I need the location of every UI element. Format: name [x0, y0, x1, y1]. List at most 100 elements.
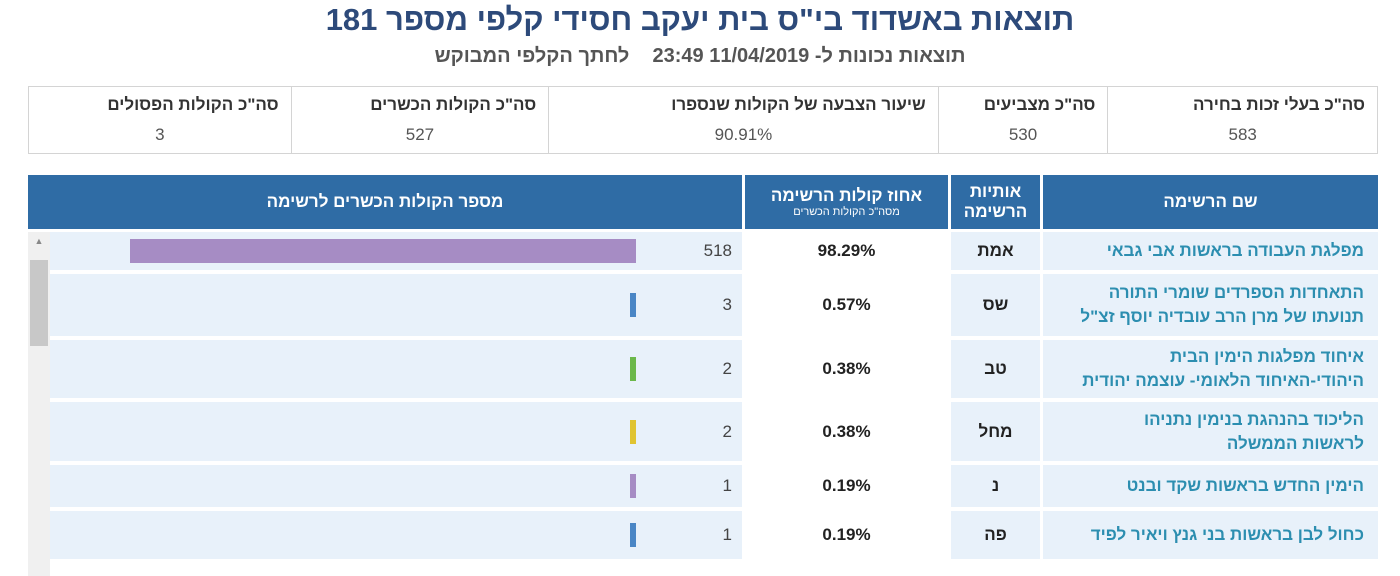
- scroll-up-icon[interactable]: ▲: [34, 236, 44, 246]
- list-name[interactable]: הליכוד בהנהגת בנימין נתניהו לראשות הממשלה: [1144, 408, 1364, 456]
- vote-count: 1: [722, 525, 732, 544]
- list-name-line: מפלגת העבודה בראשות אבי גבאי: [1106, 241, 1364, 260]
- list-name-cell[interactable]: איחוד מפלגות הימין הבית היהודי-האיחוד הלא…: [1040, 340, 1378, 398]
- column-header-list-name[interactable]: שם הרשימה: [1040, 175, 1378, 229]
- results-table: שם הרשימה אותיות הרשימה אחוז קולות הרשימ…: [28, 175, 1378, 576]
- vote-bar: [630, 474, 636, 498]
- summary-label: סה"כ הקולות הכשרים: [370, 95, 537, 114]
- list-name-line: איחוד מפלגות הימין הבית: [1169, 347, 1364, 366]
- summary-valid-votes: סה"כ הקולות הכשרים 527: [290, 87, 549, 153]
- vote-count: 2: [722, 359, 732, 378]
- table-row[interactable]: הליכוד בהנהגת בנימין נתניהו לראשות הממשלה…: [28, 402, 1378, 465]
- header-label: מספר הקולות הכשרים לרשימה: [266, 192, 504, 211]
- list-letters: שס: [948, 274, 1040, 336]
- vote-percent: 98.29%: [742, 232, 948, 270]
- table-row[interactable]: כחול לבן בראשות בני גנץ ויאיר לפיד פה 0.19…: [28, 511, 1378, 563]
- list-name-cell[interactable]: התאחדות הספרדים שומרי התורה תנועתו של מרן…: [1040, 274, 1378, 336]
- vote-bar-track: [130, 523, 636, 547]
- vote-bar: [630, 357, 636, 381]
- header-label: שם הרשימה: [1163, 192, 1258, 211]
- vote-bar-track: [130, 474, 636, 498]
- vote-count: 2: [722, 421, 732, 441]
- list-name[interactable]: כחול לבן בראשות בני גנץ ויאיר לפיד: [1091, 523, 1364, 547]
- vote-bar: [630, 419, 636, 444]
- list-name[interactable]: מפלגת העבודה בראשות אבי גבאי: [1107, 239, 1364, 263]
- vote-count-cell: 2: [28, 340, 742, 398]
- scrollbar-thumb[interactable]: [30, 260, 48, 346]
- list-name-cell[interactable]: הליכוד בהנהגת בנימין נתניהו לראשות הממשלה: [1040, 402, 1378, 461]
- vote-percent: 0.19%: [742, 465, 948, 507]
- summary-value: 527: [405, 125, 435, 144]
- list-name[interactable]: התאחדות הספרדים שומרי התורה תנועתו של מרן…: [1080, 281, 1364, 329]
- page-title: תוצאות באשדוד בי"ס בית יעקב חסידי קלפי מ…: [325, 2, 1075, 37]
- vote-percent: 0.38%: [742, 402, 948, 461]
- summary-label: סה"כ בעלי זכות בחירה: [1192, 95, 1365, 114]
- summary-invalid-votes: סה"כ הקולות הפסולים 3: [29, 87, 291, 153]
- subtitle-suffix: לחתך הקלפי המבוקש: [434, 45, 630, 67]
- header-label: אותיות: [969, 182, 1022, 201]
- vote-count-cell: 518: [28, 232, 742, 270]
- vote-count-cell: 2: [28, 402, 742, 461]
- table-row[interactable]: מפלגת העבודה בראשות אבי גבאי אמת 98.29% 518: [28, 232, 1378, 274]
- summary-value: 3: [155, 125, 165, 144]
- list-name-line: תנועתו של מרן הרב עובדיה יוסף זצ"ל: [1080, 307, 1364, 326]
- header-label: הרשימה: [963, 202, 1028, 221]
- results-timestamp: תוצאות נכונות ל- 23:49 11/04/2019 לחתך ה…: [0, 45, 1400, 68]
- list-name-line: כחול לבן בראשות בני גנץ ויאיר לפיד: [1090, 525, 1364, 544]
- list-name-line: הימין החדש בראשות שקד ובנט: [1126, 476, 1364, 495]
- header-label: אחוז קולות הרשימה: [770, 185, 923, 205]
- list-letters: פה: [948, 511, 1040, 559]
- header-sublabel: מסה"כ הקולות הכשרים: [793, 205, 900, 218]
- vote-count: 1: [722, 476, 732, 495]
- vote-count-cell: 1: [28, 465, 742, 507]
- column-header-vote-count[interactable]: מספר הקולות הכשרים לרשימה: [28, 175, 742, 229]
- list-name-line: לראשות הממשלה: [1226, 433, 1364, 453]
- list-letters: מחל: [948, 402, 1040, 461]
- list-name-cell[interactable]: מפלגת העבודה בראשות אבי גבאי: [1040, 232, 1378, 270]
- vote-bar: [130, 239, 636, 263]
- vote-bar: [630, 523, 636, 547]
- vote-count: 518: [703, 241, 732, 260]
- table-row[interactable]: הימין החדש בראשות שקד ובנט נ 0.19% 1: [28, 465, 1378, 511]
- table-row[interactable]: התאחדות הספרדים שומרי התורה תנועתו של מרן…: [28, 274, 1378, 340]
- vote-percent: 0.57%: [742, 274, 948, 336]
- vote-bar-track: [130, 419, 636, 444]
- summary-label: סה"כ מצביעים: [983, 95, 1096, 114]
- table-row[interactable]: איחוד מפלגות הימין הבית היהודי-האיחוד הלא…: [28, 340, 1378, 402]
- column-header-list-letters[interactable]: אותיות הרשימה: [948, 175, 1040, 229]
- list-letters: אמת: [948, 232, 1040, 270]
- vote-bar-track: [130, 293, 636, 317]
- vote-count-cell: 3: [28, 274, 742, 336]
- vote-count: 3: [722, 295, 732, 314]
- vote-bar-track: [130, 357, 636, 381]
- list-letters: נ: [948, 465, 1040, 507]
- list-name-line: הליכוד בהנהגת בנימין נתניהו: [1143, 409, 1364, 429]
- scrollbar[interactable]: ▲: [28, 232, 50, 576]
- summary-value: 90.91%: [714, 125, 773, 144]
- list-name-cell[interactable]: הימין החדש בראשות שקד ובנט: [1040, 465, 1378, 507]
- list-letters: טב: [948, 340, 1040, 398]
- subtitle-datetime: 23:49 11/04/2019: [652, 45, 810, 67]
- list-name[interactable]: איחוד מפלגות הימין הבית היהודי-האיחוד הלא…: [1082, 345, 1364, 393]
- column-header-vote-percent[interactable]: אחוז קולות הרשימה מסה"כ הקולות הכשרים: [742, 175, 948, 229]
- vote-count-cell: 1: [28, 511, 742, 559]
- summary-value: 583: [1228, 125, 1257, 144]
- summary-eligible-voters: סה"כ בעלי זכות בחירה 583: [1107, 87, 1377, 153]
- table-body: מפלגת העבודה בראשות אבי גבאי אמת 98.29% 518…: [28, 232, 1378, 563]
- list-name[interactable]: הימין החדש בראשות שקד ובנט: [1127, 474, 1364, 498]
- vote-bar-track: [130, 239, 636, 263]
- list-name-line: היהודי-האיחוד הלאומי- עוצמה יהודית: [1082, 371, 1364, 390]
- summary-label: סה"כ הקולות הפסולים: [107, 95, 279, 114]
- summary-label: שיעור הצבעה של הקולות שנספרו: [671, 95, 926, 114]
- summary-value: 530: [1008, 125, 1038, 144]
- list-name-cell[interactable]: כחול לבן בראשות בני גנץ ויאיר לפיד: [1040, 511, 1378, 559]
- list-name-line: התאחדות הספרדים שומרי התורה: [1108, 283, 1364, 302]
- summary-turnout: שיעור הצבעה של הקולות שנספרו 90.91%: [548, 87, 937, 153]
- summary-total-voters: סה"כ מצביעים 530: [937, 87, 1108, 153]
- table-header: שם הרשימה אותיות הרשימה אחוז קולות הרשימ…: [28, 175, 1378, 229]
- vote-bar: [630, 293, 636, 317]
- subtitle-prefix: תוצאות נכונות ל-: [814, 45, 966, 67]
- vote-percent: 0.38%: [742, 340, 948, 398]
- vote-percent: 0.19%: [742, 511, 948, 559]
- summary-box: סה"כ בעלי זכות בחירה 583 סה"כ מצביעים 53…: [28, 86, 1378, 154]
